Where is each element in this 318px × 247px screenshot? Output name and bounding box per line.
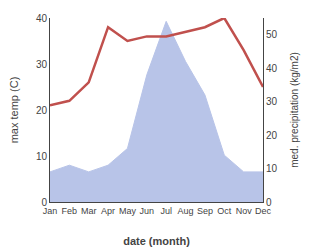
svg-text:40: 40 <box>266 63 278 74</box>
svg-text:10: 10 <box>36 151 48 162</box>
svg-text:Feb: Feb <box>62 206 78 216</box>
svg-text:0: 0 <box>41 197 47 208</box>
svg-text:50: 50 <box>266 29 278 40</box>
svg-text:20: 20 <box>266 130 278 141</box>
svg-text:Sep: Sep <box>197 206 213 216</box>
svg-text:Oct: Oct <box>217 206 232 216</box>
svg-text:Nov: Nov <box>236 206 253 216</box>
svg-text:Apr: Apr <box>101 206 115 216</box>
svg-text:40: 40 <box>36 13 48 24</box>
svg-text:May: May <box>119 206 137 216</box>
svg-text:0: 0 <box>266 197 272 208</box>
svg-text:30: 30 <box>266 96 278 107</box>
svg-text:Aug: Aug <box>178 206 194 216</box>
svg-text:Jan: Jan <box>43 206 58 216</box>
svg-text:date (month): date (month) <box>123 235 190 247</box>
svg-text:max temp (C): max temp (C) <box>8 77 20 144</box>
svg-text:20: 20 <box>36 105 48 116</box>
svg-text:10: 10 <box>266 163 278 174</box>
svg-text:Dec: Dec <box>255 206 272 216</box>
svg-text:Mar: Mar <box>81 206 97 216</box>
svg-text:30: 30 <box>36 59 48 70</box>
svg-text:med. precipitation (kg/m2): med. precipitation (kg/m2) <box>289 52 300 168</box>
svg-text:Jul: Jul <box>160 206 172 216</box>
svg-text:Jun: Jun <box>140 206 155 216</box>
